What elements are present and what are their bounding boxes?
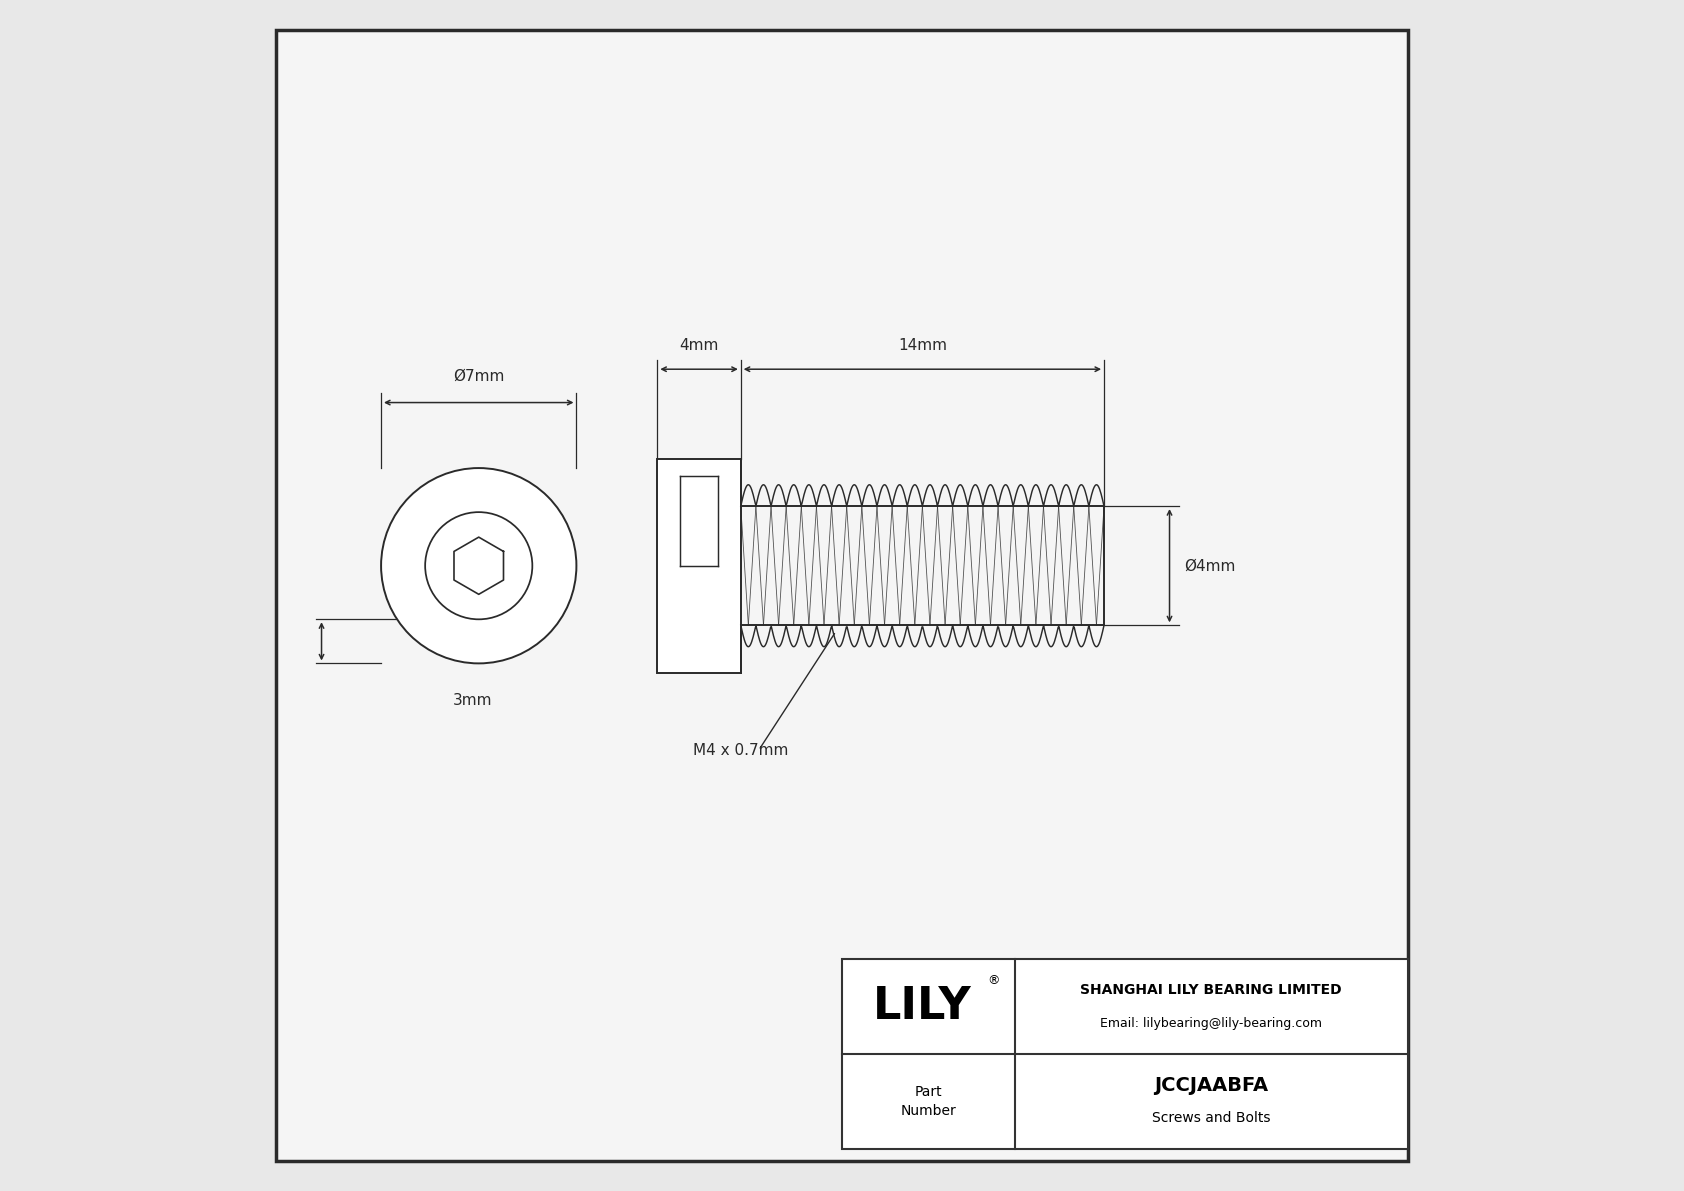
Text: 14mm: 14mm — [898, 337, 946, 353]
Circle shape — [381, 468, 576, 663]
Text: 4mm: 4mm — [679, 337, 719, 353]
Text: Screws and Bolts: Screws and Bolts — [1152, 1111, 1270, 1125]
Text: 3mm: 3mm — [453, 693, 492, 709]
Circle shape — [424, 512, 532, 619]
Text: Part
Number: Part Number — [901, 1085, 957, 1118]
Text: Ø4mm: Ø4mm — [1184, 559, 1234, 573]
Ellipse shape — [1325, 1000, 1335, 1005]
Bar — [657, 459, 741, 673]
Text: LILY: LILY — [872, 985, 972, 1028]
Text: Email: lilybearing@lily-bearing.com: Email: lilybearing@lily-bearing.com — [1100, 1017, 1322, 1029]
Text: SHANGHAI LILY BEARING LIMITED: SHANGHAI LILY BEARING LIMITED — [1081, 983, 1342, 997]
Text: JCCJAABFA: JCCJAABFA — [1154, 1075, 1268, 1095]
Bar — [842, 959, 1408, 1149]
Text: Ø7mm: Ø7mm — [453, 368, 505, 384]
Ellipse shape — [1319, 998, 1342, 1008]
Polygon shape — [1319, 999, 1342, 1037]
Text: M4 x 0.7mm: M4 x 0.7mm — [694, 743, 788, 757]
Text: ®: ® — [987, 974, 1000, 986]
Polygon shape — [1137, 966, 1285, 1043]
